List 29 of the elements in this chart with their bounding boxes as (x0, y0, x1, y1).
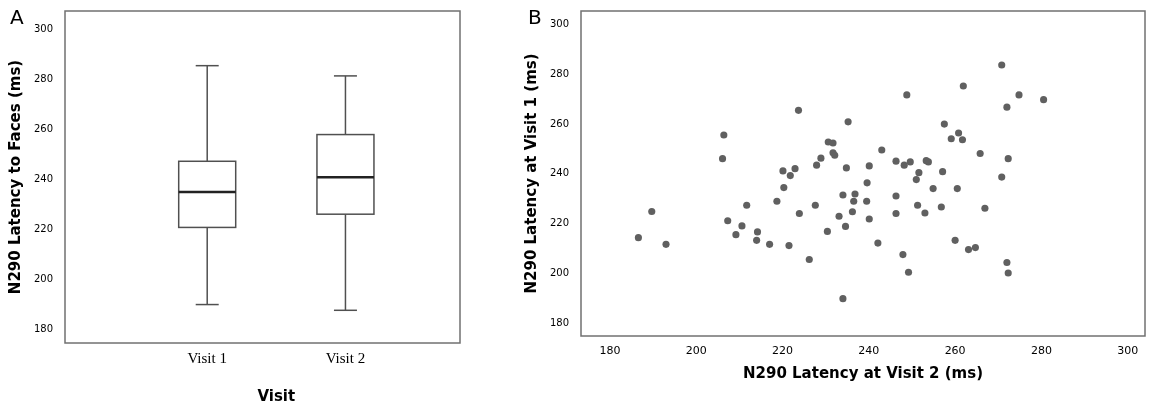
x-tick-label: Visit 2 (325, 350, 366, 366)
y-tick-label: 180 (33, 322, 53, 334)
chart-title: B (528, 5, 542, 29)
x-tick-label: 300 (1117, 344, 1139, 357)
y-tick-label: 180 (549, 316, 569, 328)
y-axis-title: N290 Latency to Faces (ms) (6, 59, 24, 295)
x-tick-label: 200 (685, 344, 707, 357)
y-tick-label: 300 (33, 22, 53, 34)
y-tick-label: 280 (33, 72, 53, 84)
y-axis-title: N290 Latency at Visit 1 (ms) (522, 53, 540, 294)
x-tick-label: 260 (944, 344, 966, 357)
x-tick-label: 220 (772, 344, 794, 357)
y-tick-label: 260 (33, 122, 53, 134)
chart-title: A (10, 5, 24, 29)
y-tick-label: 240 (33, 172, 53, 184)
x-axis-title: Visit (257, 387, 296, 401)
y-tick-label: 300 (549, 17, 569, 29)
y-tick-label: 200 (33, 272, 53, 284)
y-tick-label: 240 (549, 167, 569, 179)
y-tick-label: 280 (549, 67, 569, 79)
x-axis-title: N290 Latency at Visit 2 (ms) (742, 364, 984, 382)
y-tick-label: 260 (549, 117, 569, 129)
y-tick-label: 200 (549, 266, 569, 278)
x-tick-label: Visit 1 (187, 350, 227, 366)
y-tick-label: 220 (549, 217, 569, 229)
y-tick-label: 220 (33, 222, 53, 234)
x-tick-label: 180 (599, 344, 621, 357)
x-tick-label: 240 (858, 344, 880, 357)
x-tick-label: 280 (1030, 344, 1052, 357)
